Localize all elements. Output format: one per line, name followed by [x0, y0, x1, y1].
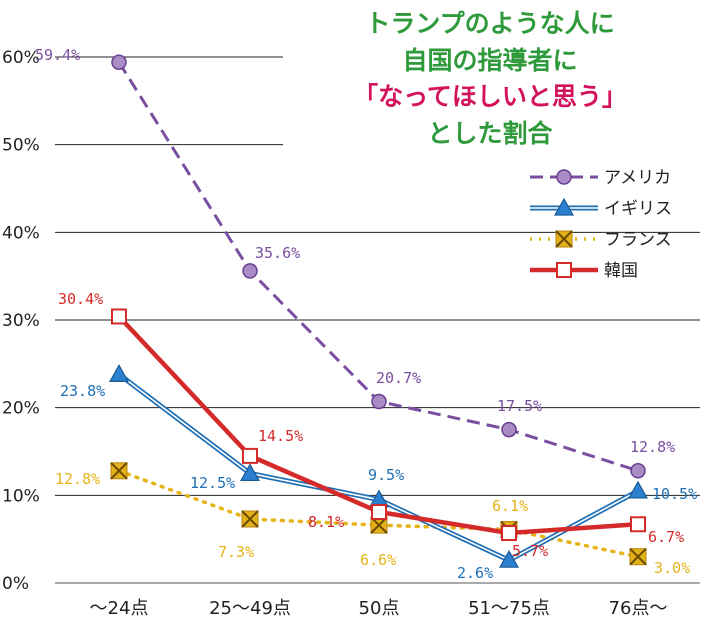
korea-marker [111, 308, 127, 325]
uk-series [108, 364, 649, 568]
korea-data-label: 5.7% [512, 542, 548, 560]
korea-series [111, 308, 646, 542]
y-tick-label: 60% [2, 48, 40, 68]
usa-data-label: 59.4% [35, 46, 80, 64]
france-marker [629, 547, 647, 566]
uk-data-label: 23.8% [60, 382, 105, 400]
y-tick-label: 30% [2, 311, 40, 331]
legend-item-usa: アメリカ [530, 168, 671, 188]
usa-series [111, 54, 646, 479]
korea-marker [242, 447, 258, 464]
series-group [108, 54, 649, 568]
uk-marker [553, 197, 575, 216]
y-tick-label: 50% [2, 136, 40, 156]
france-marker [241, 510, 259, 528]
korea-marker [556, 262, 572, 278]
france-data-label: 12.8% [55, 470, 100, 488]
legend-item-uk: イギリス [530, 197, 672, 219]
x-tick-label: 76点～ [609, 598, 668, 619]
france-marker-cross [110, 462, 128, 480]
uk-marker [498, 549, 520, 568]
data-labels: 59.4% 35.6% 20.7% 17.5% 12.8% 23.8% 12.5% 9.5% 2… [35, 46, 697, 582]
korea-data-label: 14.5% [258, 427, 303, 445]
korea-marker [501, 525, 517, 542]
y-tick-label: 20% [2, 399, 40, 419]
usa-data-label: 35.6% [255, 244, 300, 262]
title-line-3: 「なってほしいと思う」 [353, 82, 627, 111]
legend-item-france: フランス [530, 230, 672, 250]
legend-label: イギリス [604, 199, 672, 219]
korea-marker [371, 503, 387, 520]
usa-marker [111, 54, 127, 71]
legend-label: フランス [604, 230, 672, 250]
usa-marker [371, 393, 387, 410]
france-marker-cross [241, 510, 259, 528]
y-tick-label: 40% [2, 223, 40, 243]
korea-marker [630, 516, 646, 533]
x-tick-label: 51～75点 [468, 598, 550, 619]
title-line-2: 自国の指導者に [402, 45, 578, 75]
legend-label: 韓国 [604, 261, 638, 281]
uk-marker [108, 364, 130, 382]
x-tick-label: 25～49点 [209, 598, 291, 619]
x-tick-label: 50点 [359, 598, 400, 619]
chart-title: トランプのような人に 自国の指導者に 「なってほしいと思う」 とした割合 [340, 6, 640, 152]
usa-data-label: 17.5% [497, 397, 542, 415]
korea-data-label: 30.4% [58, 290, 103, 308]
korea-data-label: 6.7% [648, 528, 684, 546]
france-marker [110, 462, 128, 480]
usa-data-label: 20.7% [376, 369, 421, 387]
france-data-label: 3.0% [654, 559, 690, 577]
uk-data-label: 9.5% [368, 466, 404, 484]
uk-marker [239, 463, 261, 482]
korea-data-label: 8.1% [308, 513, 344, 531]
france-marker-cross [629, 547, 647, 566]
france-marker-cross [555, 230, 573, 248]
usa-marker [630, 463, 646, 479]
uk-data-label: 10.5% [652, 485, 697, 503]
usa-marker [556, 169, 572, 185]
title-line-1: トランプのような人に [365, 9, 615, 38]
france-marker [555, 230, 573, 248]
x-axis: ～24点 25～49点 50点 51～75点 76点～ [90, 598, 668, 619]
usa-marker [242, 263, 258, 279]
usa-data-label: 12.8% [630, 438, 675, 456]
y-tick-label: 0% [2, 574, 29, 594]
uk-data-label: 12.5% [190, 474, 235, 492]
france-data-label: 6.6% [360, 551, 396, 569]
y-axis: 0% 10% 20% 30% 40% 50% 60% [2, 48, 40, 594]
title-line-4: とした割合 [427, 118, 553, 148]
usa-marker [501, 421, 517, 438]
france-data-label: 7.3% [218, 543, 254, 561]
legend-item-korea: 韓国 [530, 261, 638, 281]
uk-marker [627, 480, 649, 499]
legend-label: アメリカ [604, 168, 671, 188]
france-data-label: 6.1% [492, 497, 528, 515]
y-tick-label: 10% [2, 486, 40, 506]
uk-data-label: 2.6% [457, 564, 493, 582]
x-tick-label: ～24点 [90, 598, 149, 619]
